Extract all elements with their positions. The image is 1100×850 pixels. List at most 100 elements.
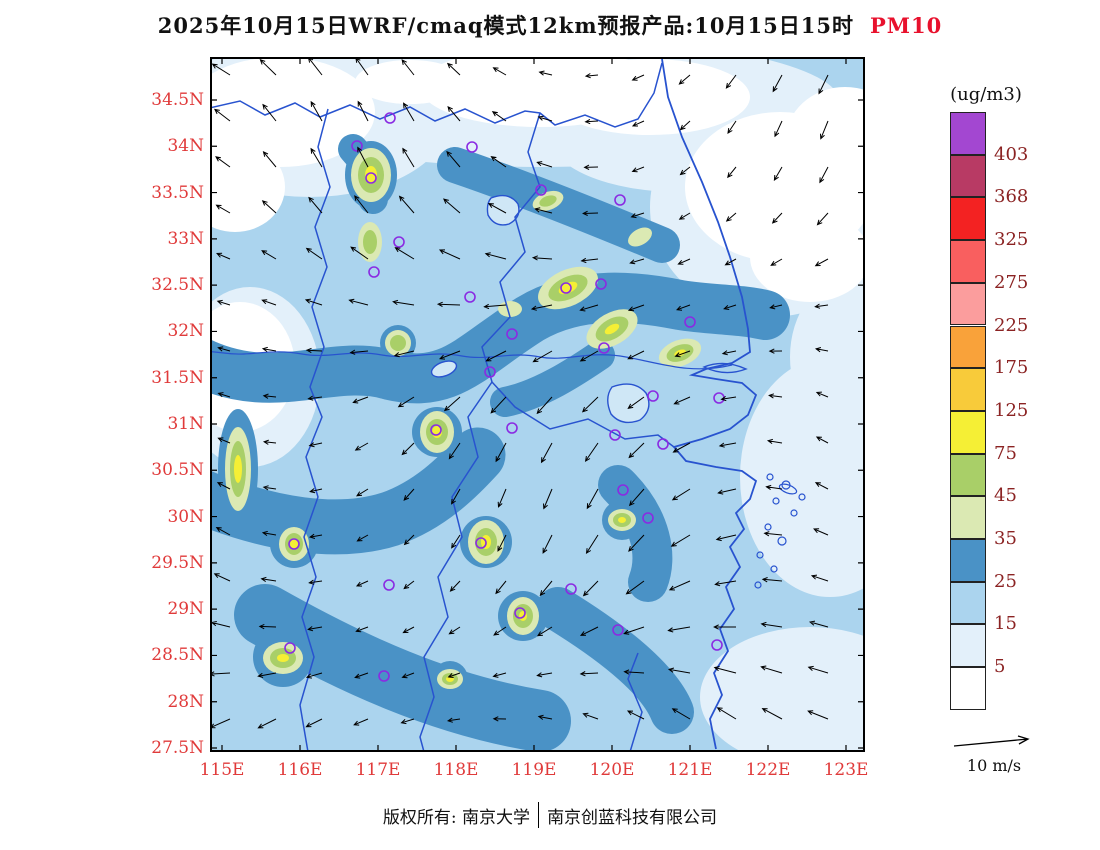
species-label: PM10 [869, 13, 943, 38]
map-frame [210, 57, 865, 752]
city-marker [614, 194, 626, 206]
city-marker [475, 537, 487, 549]
lat-tick-label: 31.5N [151, 367, 204, 388]
colorbar-tick-label: 403 [994, 143, 1029, 165]
city-marker [393, 236, 405, 248]
axis-ticks [210, 57, 865, 752]
city-marker [684, 316, 696, 328]
wind-vector-layer [208, 56, 829, 729]
city-marker [595, 278, 607, 290]
lon-tick-label: 123E [823, 760, 869, 780]
colorbar-tick-label: 75 [994, 442, 1017, 464]
footer-left-text: 版权所有: 南京大学 [382, 807, 531, 828]
city-marker [612, 624, 624, 636]
colorbar-swatch [950, 410, 986, 454]
wind-scale-arrow [953, 735, 1030, 747]
colorbar-tick-label: 45 [994, 485, 1017, 507]
concentration-contours [162, 37, 920, 767]
lon-tick-label: 121E [667, 760, 713, 780]
lat-tick-label: 32.5N [151, 275, 204, 296]
tick-marks [210, 57, 865, 752]
city-marker [598, 342, 610, 354]
colorbar-swatch [950, 112, 986, 155]
colorbar-unit: (ug/m3) [950, 84, 1022, 105]
colorbar-tick-label: 15 [994, 613, 1017, 635]
city-marker [647, 390, 659, 402]
colorbar-swatch [950, 581, 986, 625]
city-marker [383, 579, 395, 591]
lat-tick-label: 33.5N [151, 182, 204, 203]
city-marker [466, 141, 478, 153]
city-marker [609, 429, 621, 441]
colorbar-tick-label: 275 [994, 271, 1029, 293]
lat-tick-label: 29.5N [151, 552, 204, 573]
colorbar-tick-label: 125 [994, 399, 1029, 421]
lat-tick-label: 28.5N [151, 645, 204, 666]
lon-tick-label: 119E [511, 760, 557, 780]
lat-tick-label: 30.5N [151, 460, 204, 481]
colorbar-tick-label: 35 [994, 528, 1017, 549]
city-marker [535, 184, 547, 196]
lat-tick-label: 31N [167, 413, 204, 434]
footer-right-text: 南京创蓝科技有限公司 [547, 807, 718, 828]
wind-vectors [208, 56, 829, 729]
colorbar-swatch [950, 368, 986, 411]
colorbar-swatch [950, 197, 986, 241]
colorbar-tick-label: 175 [994, 357, 1029, 379]
colorbar-swatch [950, 154, 986, 198]
city-marker [560, 282, 572, 294]
lat-tick-label: 29N [167, 599, 204, 620]
city-marker [378, 670, 390, 682]
lon-tick-label: 120E [589, 760, 635, 780]
colorbar-swatch [950, 453, 986, 497]
colorbar-tick-label: 225 [994, 314, 1029, 336]
city-marker [351, 140, 363, 152]
copyright-footer: 版权所有: 南京大学 南京创蓝科技有限公司 [0, 802, 1100, 828]
city-marker [484, 366, 496, 378]
city-marker [368, 266, 380, 278]
lat-tick-label: 34.5N [151, 90, 204, 110]
lat-tick-label: 27.5N [151, 737, 204, 758]
city-marker [617, 484, 629, 496]
city-marker [642, 512, 654, 524]
lon-tick-label: 117E [355, 760, 401, 780]
colorbar-swatch [950, 282, 986, 326]
wind-scale-legend: 10 m/s [946, 734, 1042, 775]
city-marker [288, 538, 300, 550]
city-marker [657, 438, 669, 450]
page-title: 2025年10月15日WRF/cmaq模式12km预报产品:10月15日15时 … [0, 10, 1100, 40]
colorbar-tick-label: 368 [994, 186, 1029, 208]
colorbar-swatch [950, 240, 986, 283]
lon-tick-label: 122E [745, 760, 791, 780]
city-marker [514, 607, 526, 619]
colorbar-swatch [950, 667, 986, 710]
lat-tick-label: 33N [167, 228, 204, 249]
city-marker [565, 583, 577, 595]
map-plot-area [162, 37, 920, 767]
city-marker [506, 328, 518, 340]
coastline [661, 58, 806, 750]
city-marker [365, 172, 377, 184]
forecast-map [162, 37, 920, 767]
city-marker [384, 112, 396, 124]
lat-tick-label: 30N [167, 506, 204, 527]
city-marker [464, 291, 476, 303]
city-marker [711, 639, 723, 651]
colorbar-swatch [950, 325, 986, 369]
footer-divider [538, 802, 540, 828]
lat-tick-label: 32N [167, 321, 204, 342]
city-marker-layer [284, 112, 725, 682]
lat-tick-label: 28N [167, 691, 204, 712]
city-marker [506, 422, 518, 434]
colorbar-tick-label: 25 [994, 570, 1017, 592]
colorbar-tick-label: 5 [994, 656, 1006, 678]
lon-tick-label: 118E [433, 760, 479, 780]
colorbar-swatch [950, 624, 986, 668]
lat-tick-label: 34N [167, 136, 204, 157]
wind-scale-label: 10 m/s [966, 756, 1022, 775]
colorbar-tick-label: 325 [994, 229, 1029, 251]
colorbar-swatch [950, 496, 986, 539]
city-marker [430, 424, 442, 436]
title-text: 2025年10月15日WRF/cmaq模式12km预报产品:10月15日15时 [157, 13, 854, 38]
lon-tick-label: 116E [277, 760, 323, 780]
